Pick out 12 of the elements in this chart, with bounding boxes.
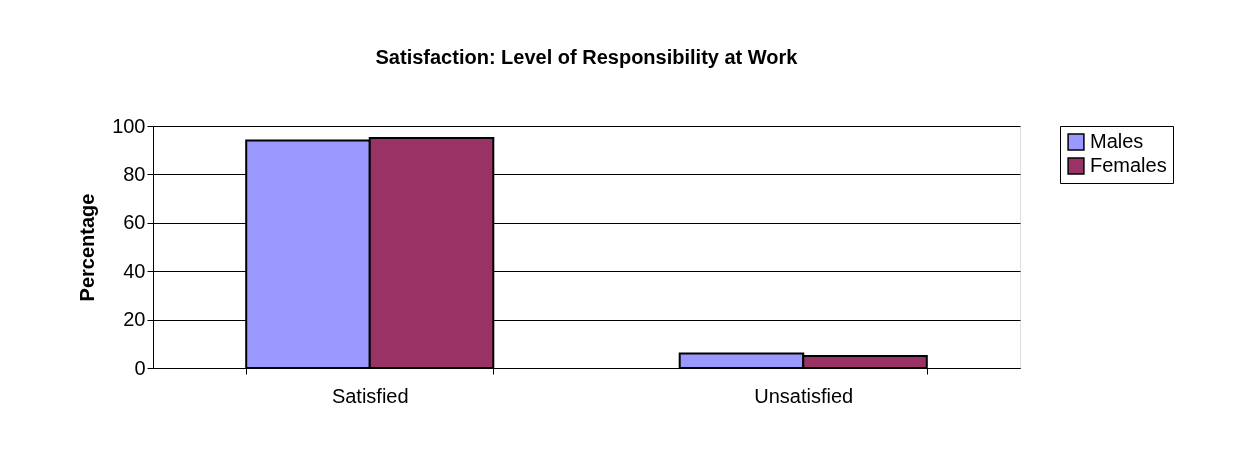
legend-label: Males — [1090, 130, 1144, 152]
y-tick-label: 100 — [112, 114, 146, 137]
y-tick-label: 0 — [134, 356, 146, 379]
x-tick-label: Satisfied — [331, 384, 409, 407]
x-tick-label: Unsatisfied — [754, 384, 854, 407]
y-tick-label: 80 — [123, 162, 146, 185]
y-tick-label: 20 — [123, 308, 146, 331]
y-tick-label: 60 — [123, 211, 146, 234]
y-axis-title: Percentage — [76, 193, 99, 302]
legend-label: Females — [1090, 154, 1167, 176]
y-tick-label: 40 — [123, 259, 146, 282]
chart-title: Satisfaction: Level of Responsibility at Work — [375, 46, 799, 68]
